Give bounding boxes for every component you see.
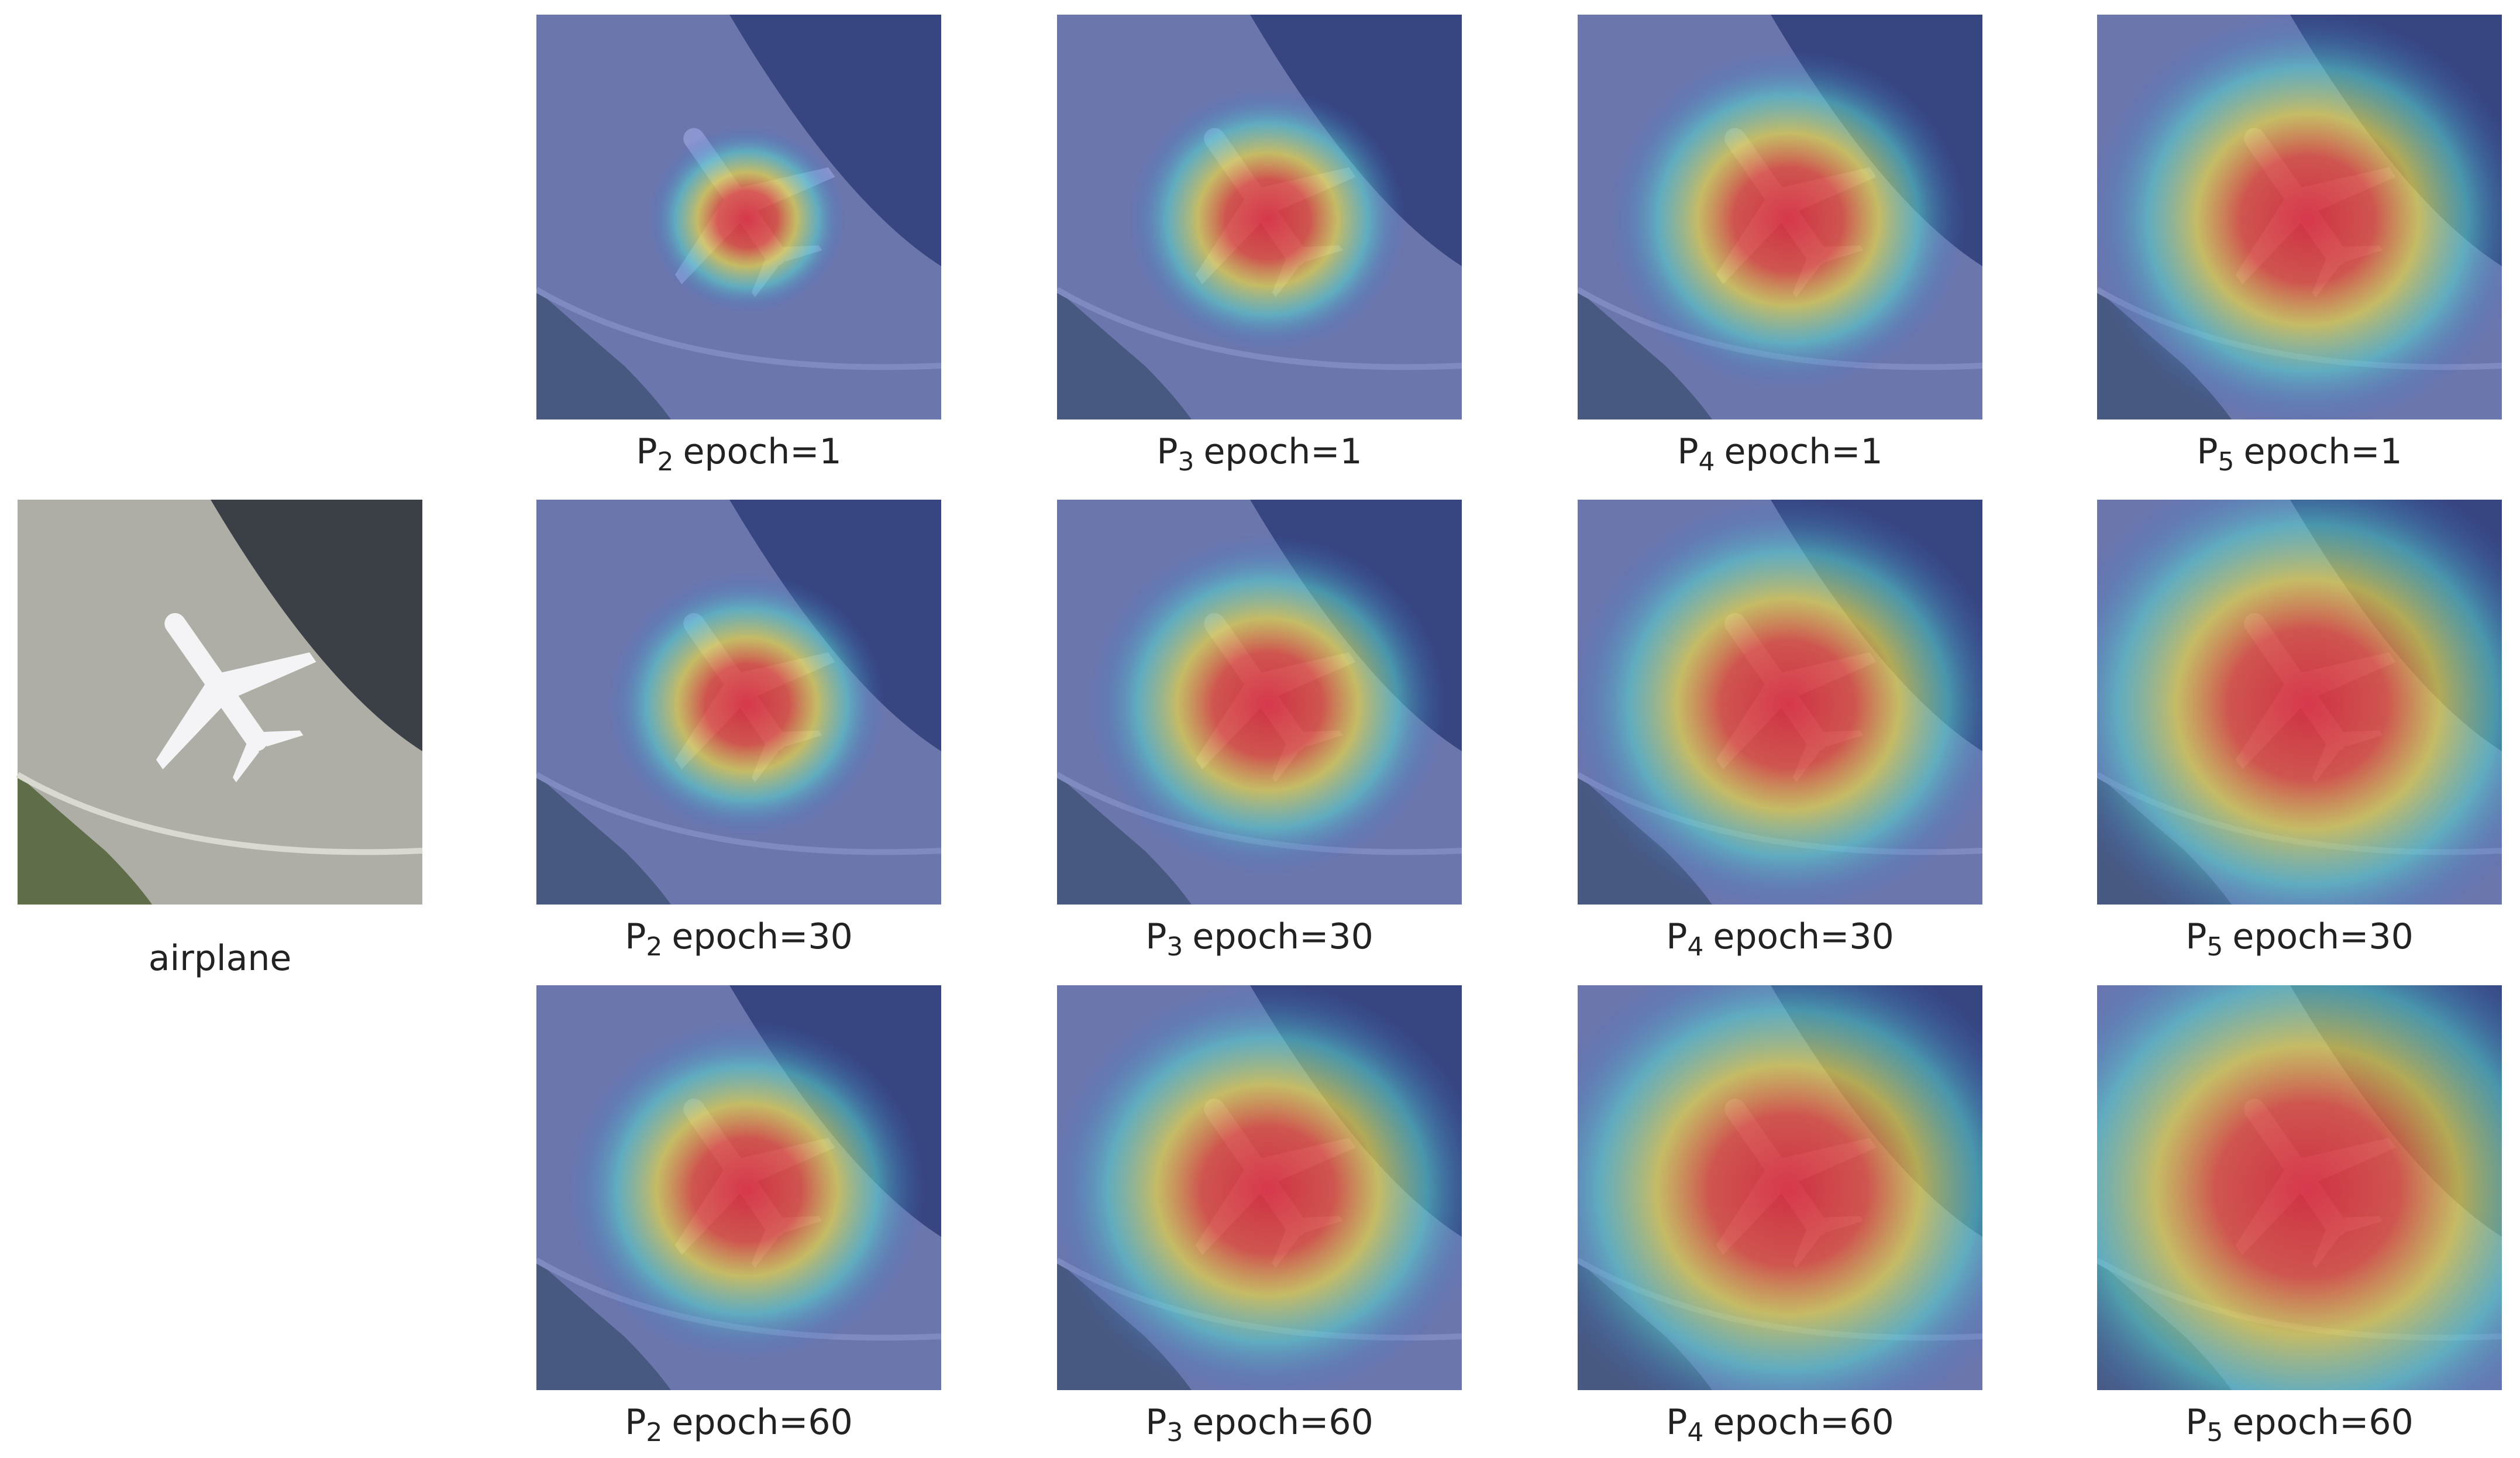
heatmap-tile xyxy=(1057,500,1462,905)
caption-prefix: P xyxy=(1666,916,1687,957)
heatmap-caption: P5 epoch=1 xyxy=(2197,431,2402,477)
heatmap-caption: P4 epoch=60 xyxy=(1666,1402,1894,1447)
caption-subscript: 2 xyxy=(657,447,674,477)
caption-prefix: P xyxy=(1666,1402,1687,1443)
original-label: airplane xyxy=(149,938,292,979)
heatmap-caption: P3 epoch=1 xyxy=(1156,431,1362,477)
caption-suffix: epoch=30 xyxy=(1192,916,1373,957)
caption-subscript: 4 xyxy=(1687,932,1703,962)
caption-prefix: P xyxy=(2185,916,2206,957)
caption-subscript: 3 xyxy=(1166,932,1183,962)
heatmap-tile xyxy=(1578,985,1982,1390)
caption-prefix: P xyxy=(2185,1402,2206,1443)
heatmap-caption: P3 epoch=60 xyxy=(1145,1402,1373,1447)
caption-prefix: P xyxy=(1677,431,1698,472)
caption-prefix: P xyxy=(1156,431,1178,472)
caption-subscript: 3 xyxy=(1166,1418,1183,1447)
caption-suffix: epoch=30 xyxy=(672,916,852,957)
heatmap-caption: P4 epoch=1 xyxy=(1677,431,1882,477)
heatmap-caption: P2 epoch=30 xyxy=(625,916,853,962)
caption-suffix: epoch=60 xyxy=(1192,1402,1373,1443)
heatmap-caption: P5 epoch=30 xyxy=(2185,916,2414,962)
heatmap-caption: P3 epoch=30 xyxy=(1145,916,1373,962)
caption-suffix: epoch=1 xyxy=(1724,431,1883,472)
caption-suffix: epoch=60 xyxy=(2232,1402,2413,1443)
heatmap-caption: P5 epoch=60 xyxy=(2185,1402,2414,1447)
caption-subscript: 4 xyxy=(1699,447,1715,477)
heatmap-tile xyxy=(1578,15,1982,419)
heatmap-tile xyxy=(1057,985,1462,1390)
caption-subscript: 4 xyxy=(1687,1418,1703,1447)
heatmap-tile xyxy=(536,15,941,419)
caption-subscript: 5 xyxy=(2206,932,2223,962)
caption-suffix: epoch=1 xyxy=(2244,431,2402,472)
heatmap-tile xyxy=(2097,15,2502,419)
caption-suffix: epoch=60 xyxy=(1713,1402,1894,1443)
caption-subscript: 5 xyxy=(2218,447,2235,477)
heatmap-caption: P4 epoch=30 xyxy=(1666,916,1894,962)
heatmap-tile xyxy=(1578,500,1982,905)
caption-prefix: P xyxy=(625,1402,646,1443)
heatmap-tile xyxy=(2097,500,2502,905)
caption-suffix: epoch=60 xyxy=(672,1402,852,1443)
caption-suffix: epoch=30 xyxy=(1713,916,1894,957)
caption-prefix: P xyxy=(1145,916,1166,957)
caption-prefix: P xyxy=(636,431,657,472)
caption-suffix: epoch=1 xyxy=(1204,431,1362,472)
caption-subscript: 5 xyxy=(2206,1418,2223,1447)
caption-suffix: epoch=1 xyxy=(683,431,842,472)
heatmap-tile xyxy=(1057,15,1462,419)
caption-prefix: P xyxy=(2197,431,2218,472)
caption-prefix: P xyxy=(1145,1402,1166,1443)
caption-subscript: 2 xyxy=(646,932,662,962)
caption-subscript: 2 xyxy=(646,1418,662,1447)
heatmap-tile xyxy=(536,985,941,1390)
heatmap-caption: P2 epoch=1 xyxy=(636,431,841,477)
heatmap-caption: P2 epoch=60 xyxy=(625,1402,853,1447)
caption-suffix: epoch=30 xyxy=(2232,916,2413,957)
heatmap-tile xyxy=(2097,985,2502,1390)
original-image xyxy=(18,500,422,905)
heatmap-tile xyxy=(536,500,941,905)
caption-prefix: P xyxy=(625,916,646,957)
caption-subscript: 3 xyxy=(1178,447,1194,477)
heatmap-grid: P2 epoch=1 P3 epoch=1 P4 epoch=1 P5 epoch=1P2 ep… xyxy=(536,15,2502,1447)
